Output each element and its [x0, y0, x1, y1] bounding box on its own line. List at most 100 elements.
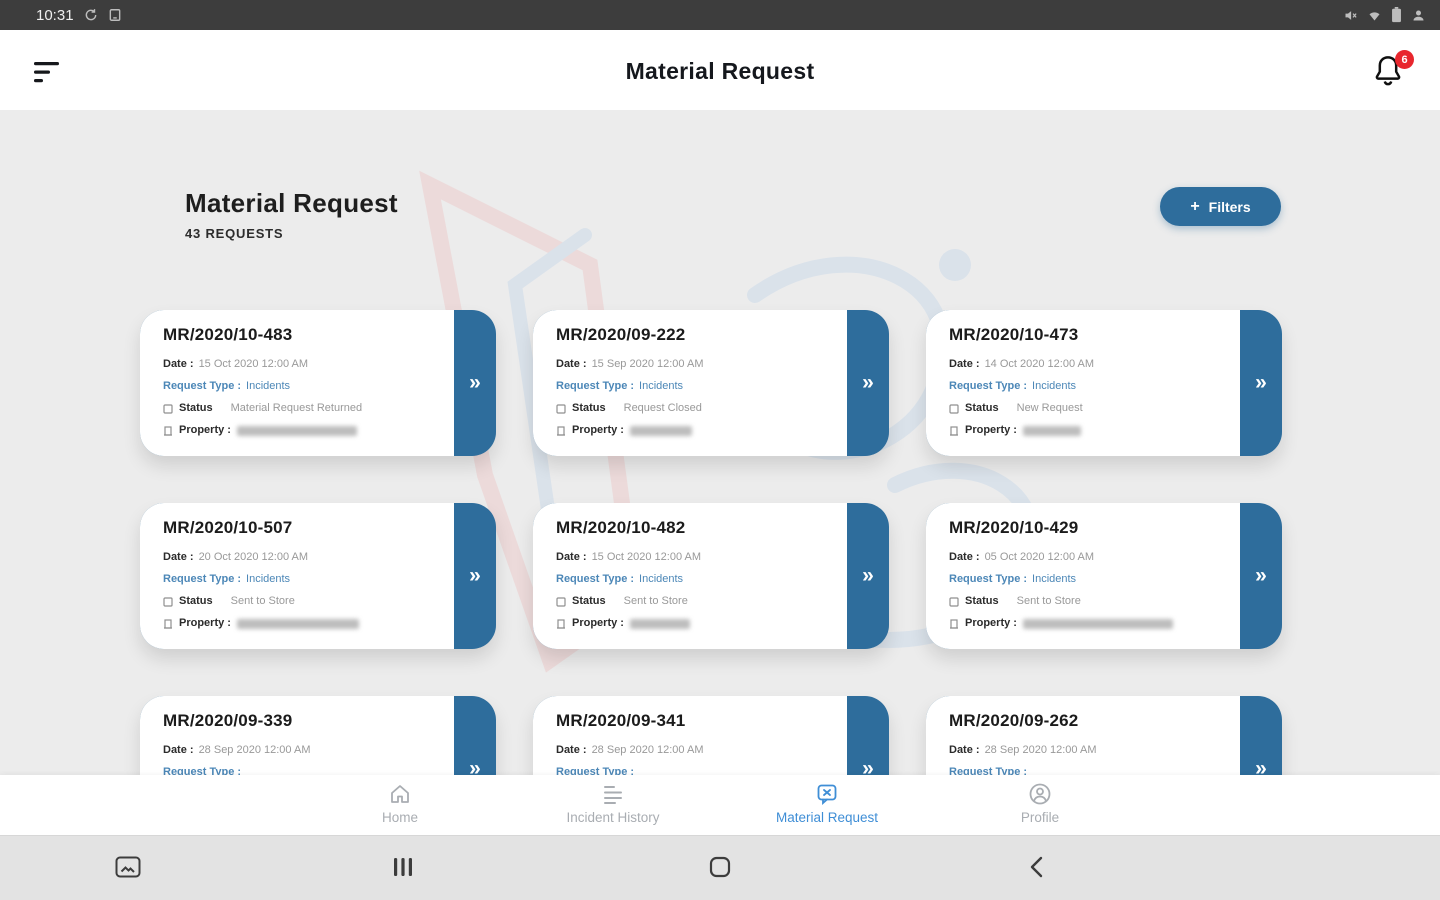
recents-icon[interactable] [393, 856, 413, 878]
status-icon [556, 403, 566, 414]
request-id: MR/2020/10-507 [163, 518, 293, 537]
screenshot-icon[interactable] [115, 856, 141, 878]
date-value: 28 Sep 2020 12:00 AM [198, 744, 311, 756]
request-card[interactable]: » MR/2020/10-507 Date : 20 Oct 2020 12:0… [140, 503, 496, 649]
double-chevron-right-icon: » [862, 564, 874, 587]
nav-item-home[interactable]: Home [310, 781, 490, 825]
clock: 10:31 [36, 6, 74, 24]
nav-item-incident-history[interactable]: Incident History [523, 781, 703, 825]
system-navigation-bar [0, 835, 1440, 900]
page-title: Material Request [625, 58, 815, 84]
request-card[interactable]: » MR/2020/09-222 Date : 15 Sep 2020 12:0… [533, 310, 889, 456]
status-row: Status Material Request Returned [163, 402, 440, 415]
date-value: 20 Oct 2020 12:00 AM [198, 551, 309, 563]
date-value: 15 Oct 2020 12:00 AM [591, 551, 702, 563]
date-row: Date : 28 Sep 2020 12:00 AM [163, 744, 311, 756]
request-type-value: Incidents [246, 573, 291, 585]
building-icon [163, 425, 173, 436]
filters-button[interactable]: + Filters [1160, 187, 1281, 226]
request-card[interactable]: » MR/2020/10-482 Date : 15 Oct 2020 12:0… [533, 503, 889, 649]
request-count: 43 REQUESTS [185, 226, 284, 241]
request-type-row: Request Type : Incidents [556, 380, 684, 392]
status-row: Status New Request [949, 402, 1226, 415]
building-icon [163, 618, 173, 629]
request-id: MR/2020/10-482 [556, 518, 686, 537]
wifi-icon [1367, 8, 1382, 23]
date-row: Date : 28 Sep 2020 12:00 AM [949, 744, 1097, 756]
double-chevron-right-icon: » [469, 757, 481, 780]
menu-icon[interactable] [34, 60, 68, 86]
date-value: 15 Oct 2020 12:00 AM [198, 358, 309, 370]
request-id: MR/2020/09-262 [949, 711, 1079, 730]
request-id: MR/2020/10-473 [949, 325, 1079, 344]
request-type-row: Request Type : Incidents [949, 380, 1077, 392]
property-row: Property : [949, 424, 1226, 437]
property-value-redacted [629, 618, 690, 629]
card-open-button[interactable]: » [454, 310, 496, 456]
double-chevron-right-icon: » [469, 564, 481, 587]
property-value-redacted [629, 425, 692, 436]
property-row: Property : [949, 617, 1226, 630]
property-row: Property : [163, 617, 440, 630]
plus-icon: + [1190, 197, 1200, 215]
status-icon [949, 403, 959, 414]
card-open-button[interactable]: » [1240, 503, 1282, 649]
building-icon [556, 425, 566, 436]
double-chevron-right-icon: » [1255, 757, 1267, 780]
nav-item-profile[interactable]: Profile [950, 781, 1130, 825]
nav-item-material-request[interactable]: Material Request [737, 781, 917, 825]
card-open-button[interactable]: » [847, 503, 889, 649]
building-icon [556, 618, 566, 629]
status-bar: 10:31 [0, 0, 1440, 30]
date-value: 28 Sep 2020 12:00 AM [984, 744, 1097, 756]
request-card-grid: » MR/2020/10-483 Date : 15 Oct 2020 12:0… [140, 310, 1282, 842]
property-value-redacted [1022, 425, 1081, 436]
home-icon[interactable] [709, 856, 731, 878]
page-heading-block: Material Request 43 REQUESTS [185, 188, 398, 241]
date-value: 14 Oct 2020 12:00 AM [984, 358, 1095, 370]
status-value: Sent to Store [623, 595, 688, 607]
status-value: Sent to Store [230, 595, 295, 607]
history-list-icon [523, 781, 703, 807]
request-id: MR/2020/09-222 [556, 325, 686, 344]
request-card[interactable]: » MR/2020/10-429 Date : 05 Oct 2020 12:0… [926, 503, 1282, 649]
card-open-button[interactable]: » [1240, 310, 1282, 456]
date-row: Date : 20 Oct 2020 12:00 AM [163, 551, 309, 563]
property-row: Property : [556, 424, 833, 437]
card-open-button[interactable]: » [847, 696, 889, 842]
building-icon [949, 618, 959, 629]
request-card[interactable]: » MR/2020/10-483 Date : 15 Oct 2020 12:0… [140, 310, 496, 456]
request-card[interactable]: » MR/2020/10-473 Date : 14 Oct 2020 12:0… [926, 310, 1282, 456]
date-value: 05 Oct 2020 12:00 AM [984, 551, 1095, 563]
date-row: Date : 05 Oct 2020 12:00 AM [949, 551, 1095, 563]
card-open-button[interactable]: » [454, 503, 496, 649]
double-chevron-right-icon: » [1255, 564, 1267, 587]
request-type-value: Incidents [1032, 380, 1077, 392]
notification-bell-icon[interactable]: 6 [1370, 50, 1414, 97]
card-open-button[interactable]: » [847, 310, 889, 456]
card-open-button[interactable]: » [1240, 696, 1282, 842]
status-value: Sent to Store [1016, 595, 1081, 607]
request-id: MR/2020/09-339 [163, 711, 293, 730]
property-row: Property : [556, 617, 833, 630]
notification-badge: 6 [1395, 50, 1414, 69]
back-icon[interactable] [1028, 856, 1044, 878]
status-value: Request Closed [623, 402, 702, 414]
status-row: Status Sent to Store [556, 595, 833, 608]
request-type-row: Request Type : Incidents [163, 380, 291, 392]
date-row: Date : 14 Oct 2020 12:00 AM [949, 358, 1095, 370]
user-icon [1411, 8, 1426, 23]
home-icon [310, 781, 490, 807]
request-type-value: Incidents [639, 573, 684, 585]
volume-mute-icon [1343, 8, 1358, 23]
main-content: Material Request 43 REQUESTS + Filters »… [0, 110, 1440, 900]
date-row: Date : 15 Sep 2020 12:00 AM [556, 358, 704, 370]
request-type-row: Request Type : Incidents [556, 573, 684, 585]
double-chevron-right-icon: » [862, 757, 874, 780]
request-type-value: Incidents [639, 380, 684, 392]
date-value: 28 Sep 2020 12:00 AM [591, 744, 704, 756]
sync-icon [84, 8, 98, 22]
status-row: Status Sent to Store [949, 595, 1226, 608]
card-open-button[interactable]: » [454, 696, 496, 842]
request-doc-icon [737, 781, 917, 807]
